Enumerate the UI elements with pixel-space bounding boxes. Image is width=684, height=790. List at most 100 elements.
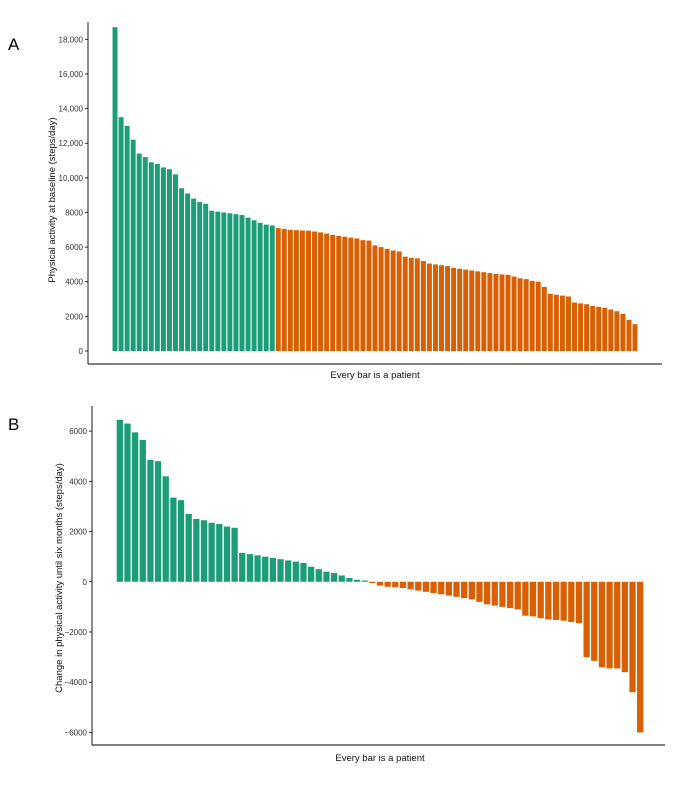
panel-a-bar xyxy=(547,293,553,351)
panel-a-bar xyxy=(432,264,438,351)
panel-a-bar xyxy=(499,274,505,351)
panel-b-bar xyxy=(239,552,246,582)
panel-a-bar xyxy=(378,247,384,351)
panel-b-tick-label: −6000 xyxy=(65,728,88,737)
panel-a-bar xyxy=(596,306,602,351)
panel-b-tick-label: 2000 xyxy=(69,528,87,537)
panel-b-bar xyxy=(560,581,567,621)
panel-a-bar xyxy=(245,217,251,351)
panel-b-bar xyxy=(200,520,208,582)
panel-b-bar xyxy=(637,581,644,733)
panel-b-bar xyxy=(430,581,437,594)
panel-b-bar xyxy=(392,581,399,588)
panel-a-tick-label: 8000 xyxy=(65,208,83,217)
panel-b-bar xyxy=(529,581,537,617)
panel-b-y-ticks: −6000 −4000 −2000 0 2000 4000 6000 xyxy=(65,427,92,737)
panel-b-bar xyxy=(522,581,529,616)
panel-a-bars xyxy=(112,27,638,352)
panel-b-bar xyxy=(468,581,475,600)
panel-b-bar xyxy=(323,571,330,582)
panel-a-bar xyxy=(239,215,245,351)
panel-a-bar xyxy=(299,230,305,351)
panel-b-bar xyxy=(483,581,491,605)
panel-a-bar xyxy=(251,220,257,351)
panel-a-tick-label: 12,000 xyxy=(59,139,84,148)
panel-a-bar xyxy=(142,157,148,351)
panel-a-bar xyxy=(191,198,197,351)
panel-a-bar xyxy=(173,174,178,351)
panel-b-bar xyxy=(614,581,621,669)
panel-b-bar xyxy=(131,432,139,582)
panel-a-bar xyxy=(136,153,142,351)
panel-b-bar xyxy=(629,581,636,693)
panel-b-bar xyxy=(438,581,445,595)
panel-a-bar xyxy=(118,117,124,352)
panel-a-bar xyxy=(312,231,318,351)
panel-b-bar xyxy=(246,554,254,582)
panel-a-bar xyxy=(475,271,481,351)
panel-a-bar xyxy=(463,269,469,351)
panel-a-letter: A xyxy=(8,35,20,54)
panel-a-bar xyxy=(275,228,281,351)
panel-b-bar xyxy=(307,566,315,582)
panel-a-bar xyxy=(185,193,191,351)
panel-b-chart: B −6000 −4000 −2000 0 2000 4000 6000 Every bar… xyxy=(8,406,665,764)
panel-b-tick-label: −4000 xyxy=(65,678,88,687)
panel-b-bar xyxy=(369,581,376,584)
panel-b-bar xyxy=(139,439,146,582)
panel-a-bar xyxy=(408,257,414,351)
panel-b-bar xyxy=(346,578,353,582)
panel-b-bar xyxy=(330,572,338,582)
panel-a-bar xyxy=(148,162,154,351)
panel-a-bar xyxy=(197,202,203,351)
panel-a-bar xyxy=(517,278,523,351)
panel-a-bar xyxy=(203,203,209,351)
panel-a-bar xyxy=(215,211,221,351)
panel-a-bar xyxy=(281,228,287,351)
panel-b-bar xyxy=(177,500,185,582)
panel-b-bar xyxy=(216,524,223,582)
panel-a-chart: A 0 2000 4000 6000 8000 10,000 12,000 14,000 16,… xyxy=(8,22,662,381)
panel-b-bar xyxy=(193,518,200,582)
panel-b-bar xyxy=(361,580,368,582)
panel-b-bar xyxy=(399,581,407,589)
panel-b-bar xyxy=(499,581,506,607)
panel-b-x-label: Every bar is a patient xyxy=(335,753,425,764)
panel-a-tick-label: 10,000 xyxy=(59,174,84,183)
panel-a-bar xyxy=(535,281,541,351)
panel-a-bar xyxy=(493,273,499,351)
panel-a-bar xyxy=(426,263,432,351)
panel-b-tick-label: −2000 xyxy=(65,628,88,637)
panel-a-y-ticks: 0 2000 4000 6000 8000 10,000 12,000 14,000 16,00… xyxy=(59,35,88,356)
panel-a-tick-label: 0 xyxy=(79,347,84,356)
panel-a-bar xyxy=(366,240,372,351)
panel-a-bar xyxy=(481,272,487,351)
panel-a-tick-label: 16,000 xyxy=(59,70,84,79)
panel-a-tick-label: 4000 xyxy=(65,278,83,287)
panel-b-bar xyxy=(124,423,131,582)
panel-a-bar xyxy=(124,125,130,351)
panel-b-bar xyxy=(262,556,269,582)
panel-b-bar xyxy=(583,581,590,658)
panel-b-tick-label: 6000 xyxy=(69,427,87,436)
panel-a-bar xyxy=(372,245,378,351)
panel-b-bar xyxy=(514,581,521,610)
panel-a-bar xyxy=(451,267,457,351)
panel-a-bar xyxy=(584,304,590,351)
panel-a-bar xyxy=(293,230,299,351)
panel-b-bar xyxy=(552,581,560,620)
panel-a-bar xyxy=(330,234,336,351)
panel-a-x-label: Every bar is a patient xyxy=(330,370,420,381)
panel-a-bar xyxy=(348,237,354,351)
panel-b-bar xyxy=(269,557,276,582)
panel-b-tick-label: 0 xyxy=(83,578,88,587)
panel-b-bar xyxy=(223,526,231,582)
panel-a-bar xyxy=(306,230,311,351)
panel-b-bar xyxy=(116,419,123,582)
panel-b-bar xyxy=(591,581,598,661)
panel-b-bars xyxy=(116,419,644,733)
panel-b-bar xyxy=(491,581,498,606)
panel-b-bar xyxy=(154,461,162,582)
panel-a-bar xyxy=(233,214,239,351)
panel-a-bar xyxy=(578,303,584,351)
